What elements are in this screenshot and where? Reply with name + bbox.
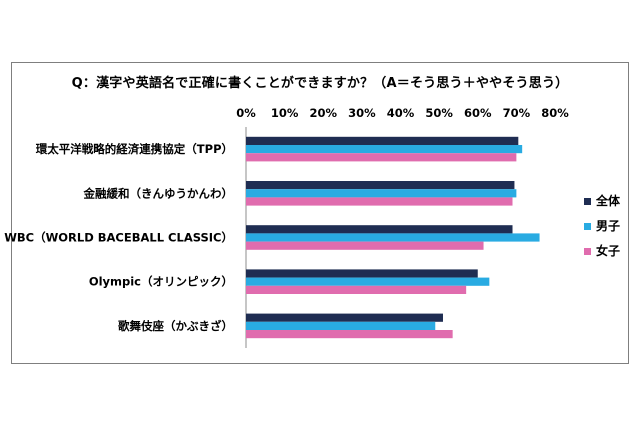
bar bbox=[246, 181, 515, 190]
bar bbox=[246, 285, 467, 294]
category-label: 金融緩和（きんゆうかんわ） bbox=[83, 186, 234, 200]
x-tick-label: 30% bbox=[348, 106, 376, 120]
bar bbox=[246, 233, 540, 242]
legend-swatch bbox=[584, 198, 591, 205]
legend-label: 女子 bbox=[596, 243, 620, 258]
bar bbox=[246, 189, 517, 198]
category-label: WBC（WORLD BACEBALL CLASSIC） bbox=[4, 231, 233, 245]
bar bbox=[246, 136, 519, 145]
bar bbox=[246, 241, 484, 250]
category-label: 環太平洋戦略的経済連携協定（TPP） bbox=[36, 142, 233, 156]
bar bbox=[246, 197, 513, 206]
bar bbox=[246, 153, 517, 162]
category-label: Olympic（オリンピック） bbox=[89, 275, 233, 289]
bar bbox=[246, 269, 478, 278]
chart-title: Q：漢字や英語名で正確に書くことができますか？（A＝そう思う＋ややそう思う） bbox=[71, 76, 569, 91]
x-tick-label: 20% bbox=[309, 106, 337, 120]
bar bbox=[246, 277, 490, 286]
x-tick-label: 60% bbox=[464, 106, 492, 120]
x-tick-label: 10% bbox=[271, 106, 299, 120]
bar bbox=[246, 313, 443, 322]
x-tick-label: 0% bbox=[236, 106, 256, 120]
legend-label: 全体 bbox=[595, 193, 621, 208]
category-label: 歌舞伎座（かぶきざ） bbox=[118, 319, 233, 333]
x-tick-label: 80% bbox=[541, 106, 569, 120]
bar bbox=[246, 321, 436, 330]
x-tick-label: 40% bbox=[387, 106, 415, 120]
bar bbox=[246, 145, 523, 154]
bar bbox=[246, 330, 453, 339]
legend-label: 男子 bbox=[596, 219, 620, 233]
x-tick-label: 50% bbox=[425, 106, 453, 120]
legend-swatch bbox=[584, 223, 591, 230]
legend-swatch bbox=[584, 248, 591, 255]
bar bbox=[246, 225, 513, 234]
x-tick-label: 70% bbox=[503, 106, 531, 120]
